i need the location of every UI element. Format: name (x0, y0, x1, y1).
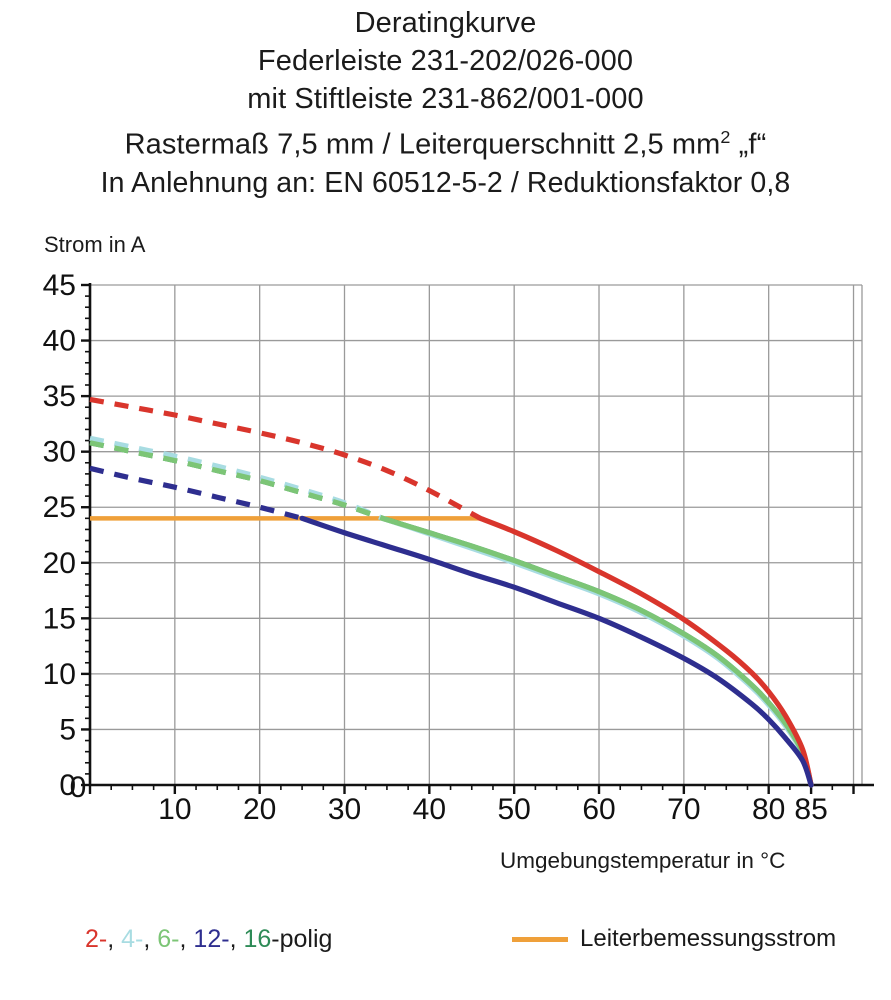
y-tick-label-15: 15 (43, 602, 76, 635)
y-tick-label-20: 20 (43, 547, 76, 580)
y-tick-label-45: 45 (43, 269, 76, 302)
x-tick-label-10: 10 (158, 793, 191, 826)
y-tick-label-0: 0 (59, 769, 76, 802)
x-tick-label-60: 60 (582, 793, 615, 826)
y-tick-label-35: 35 (43, 380, 76, 413)
x-tick-label-20: 20 (243, 793, 276, 826)
title-line-4-superscript: 2 (720, 127, 731, 147)
y-tick-label-10: 10 (43, 658, 76, 691)
title-line-4-text: Rastermaß 7,5 mm / Leiterquerschnitt 2,5… (124, 128, 721, 161)
legend-part-3: , (143, 925, 158, 953)
x-tick-label-80: 80 (752, 793, 785, 826)
legend-part-9: -polig (271, 925, 333, 953)
legend-part-4: 6- (157, 925, 180, 953)
legend-part-6: 12- (193, 925, 230, 953)
rated-current-label: Leiterbemessungsstrom (580, 925, 837, 952)
title-line-4-suffix: „f“ (730, 128, 767, 161)
y-tick-label-40: 40 (43, 325, 76, 358)
legend-part-5: , (179, 925, 194, 953)
series-solid-4 (380, 515, 814, 788)
legend-series-poles: 2-, 4-, 6-, 12-, 16-polig (85, 925, 332, 954)
series-dashed-12 (89, 465, 303, 521)
legend-part-8: 16 (243, 925, 272, 953)
y-tick-label-5: 5 (59, 713, 76, 746)
legend-rated-current: Leiterbemessungsstrom (512, 925, 836, 953)
y-axis-label: Strom in A (44, 232, 146, 257)
chart-title-block: Deratingkurve Federleiste 231-202/026-00… (0, 4, 891, 202)
series-solid-6 (380, 515, 814, 788)
chart-legend: 2-, 4-, 6-, 12-, 16-polig Leiterbemessun… (0, 925, 891, 975)
title-line-2: Federleiste 231-202/026-000 (257, 45, 634, 77)
derating-chart: 0 5 10 15 20 25 30 35 40 45 0 10 20 30 40 50 60 70 80 85 (43, 269, 874, 826)
legend-part-7: , (229, 925, 244, 953)
series-dashed-6 (89, 440, 384, 521)
y-tick-label-25: 25 (43, 491, 76, 524)
y-tick-label-30: 30 (43, 436, 76, 469)
title-line-4: Rastermaß 7,5 mm / Leiterquerschnitt 2,5… (0, 118, 891, 164)
legend-part-1: , (107, 925, 122, 953)
series-dashed-4 (89, 435, 384, 521)
x-tick-label-85: 85 (794, 793, 827, 826)
x-tick-label-50: 50 (497, 793, 530, 826)
x-tick-label-30: 30 (328, 793, 361, 826)
x-tick-label-70: 70 (667, 793, 700, 826)
series-solid-2 (477, 515, 814, 788)
series-solid-16 (380, 515, 814, 788)
title-line-1: Deratingkurve (354, 7, 537, 39)
legend-part-0: 2- (85, 925, 108, 953)
x-tick-label-0: 0 (70, 771, 87, 804)
series-dashed-2 (89, 396, 482, 521)
title-line-3: mit Stiftleiste 231-862/001-000 (247, 83, 644, 115)
legend-part-2: 4- (121, 925, 144, 953)
rated-current-swatch (512, 936, 568, 942)
title-line-5: In Anlehnung an: EN 60512-5-2 / Reduktio… (100, 166, 791, 199)
series-solid-12 (299, 515, 814, 788)
x-axis-label: Umgebungstemperatur in °C (500, 848, 786, 873)
x-tick-label-40: 40 (413, 793, 446, 826)
